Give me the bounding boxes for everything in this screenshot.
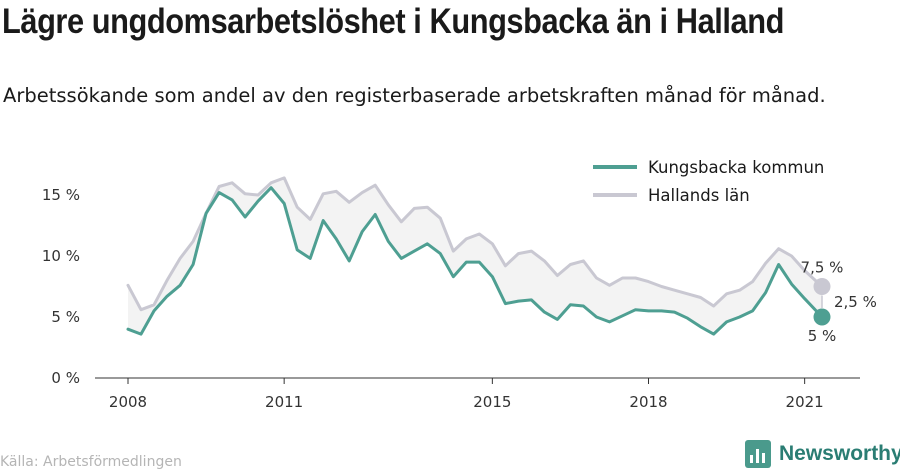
y-tick-label: 0 % xyxy=(51,369,80,387)
brand-logo[interactable]: Newsworthy xyxy=(745,440,900,468)
chart-title: Lägre ungdomsarbetslöshet i Kungsbacka ä… xyxy=(2,2,784,41)
x-tick-label: 2021 xyxy=(786,393,824,411)
bar-chart-icon xyxy=(745,440,771,468)
legend-label: Hallands län xyxy=(648,186,750,205)
x-tick-label: 2018 xyxy=(629,393,667,411)
series-line-kungsbacka xyxy=(126,186,824,336)
y-tick-label: 15 % xyxy=(42,186,80,204)
line-chart: 0 % 5 % 10 % 15 % 2008 2011 2015 2018 2021 7,5 % 5… xyxy=(42,158,877,411)
difference-label: 2,5 % xyxy=(834,293,877,311)
end-marker-kungsbacka xyxy=(813,308,831,326)
x-tick-label: 2008 xyxy=(109,393,147,411)
chart-subtitle: Arbetssökande som andel av den registerb… xyxy=(3,84,826,107)
end-label-kungsbacka: 5 % xyxy=(808,327,837,345)
end-label-hallands-lan: 7,5 % xyxy=(801,259,844,277)
x-tick-label: 2011 xyxy=(265,393,303,411)
legend-label: Kungsbacka kommun xyxy=(648,158,824,177)
difference-band xyxy=(128,177,822,335)
series-line-hallands-lan xyxy=(126,176,824,312)
x-tick-label: 2015 xyxy=(473,393,511,411)
brand-name: Newsworthy xyxy=(779,442,900,465)
end-marker-hallands-lan xyxy=(813,278,831,295)
y-tick-label: 10 % xyxy=(42,247,80,265)
source-note: Källa: Arbetsförmedlingen xyxy=(0,454,182,470)
y-tick-label: 5 % xyxy=(51,308,80,326)
